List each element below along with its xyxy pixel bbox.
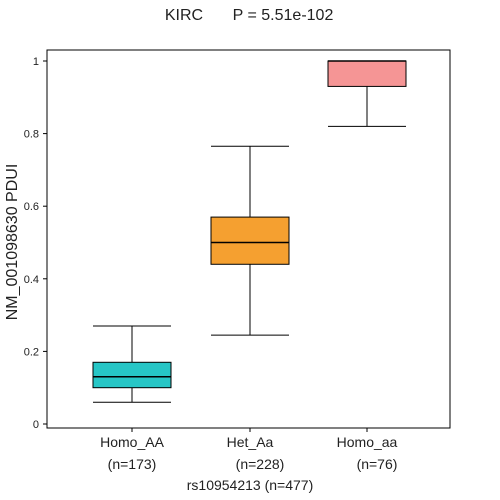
title-p-value: P = 5.51e-102 <box>233 7 334 24</box>
plot-area-frame <box>46 49 451 429</box>
x-category-count: (n=228) <box>236 456 285 472</box>
x-category-label: Het_Aa <box>227 434 274 450</box>
iqr-box <box>92 361 172 389</box>
x-category-count: (n=173) <box>108 456 157 472</box>
x-category-label: Homo_AA <box>100 434 164 450</box>
y-tick-label: 1 <box>33 56 39 68</box>
x-axis-categories: Homo_AA (n=173) Het_Aa (n=228) Homo_aa (n=76) <box>100 428 398 472</box>
iqr-box <box>210 216 290 265</box>
y-tick-label: 0.8 <box>24 129 39 141</box>
chart-title: KIRC P = 5.51e-102 <box>165 7 334 24</box>
y-tick-label: 0.6 <box>24 201 39 213</box>
box-homo-aa <box>327 60 407 127</box>
x-category-count: (n=76) <box>357 456 398 472</box>
x-axis-label: rs10954213 (n=477) <box>187 477 314 493</box>
y-axis-label: NM_001098630 PDUI <box>4 164 21 321</box>
box-series <box>92 60 407 403</box>
box-het-aa <box>210 145 290 336</box>
box-homo-aa <box>92 325 172 403</box>
y-axis: 0 0.2 0.4 0.6 0.8 1 <box>24 56 47 431</box>
y-tick-label: 0.4 <box>24 274 39 286</box>
y-tick-label: 0 <box>33 419 39 431</box>
iqr-box <box>327 60 407 87</box>
y-tick-label: 0.2 <box>24 346 39 358</box>
x-category-label: Homo_aa <box>337 434 398 450</box>
title-cancer-type: KIRC <box>165 7 203 24</box>
